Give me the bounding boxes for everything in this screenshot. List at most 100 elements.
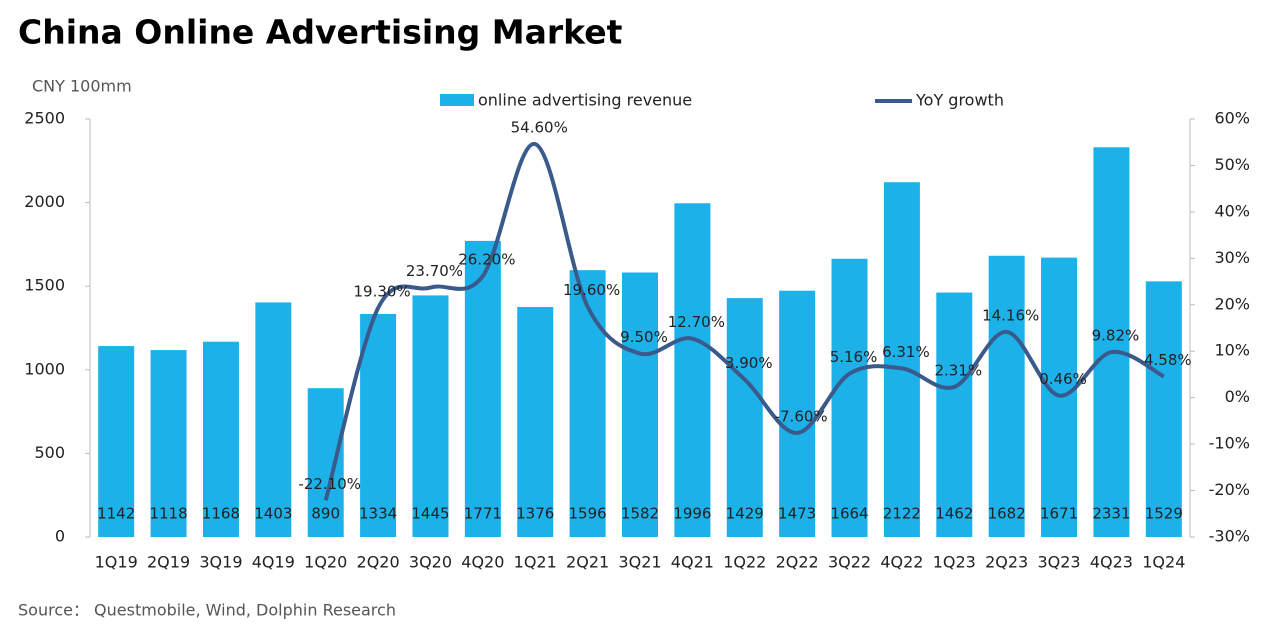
line-value-label: 9.50% <box>620 328 668 346</box>
bar-value-label: 1118 <box>149 505 187 523</box>
legend-swatch-bar <box>440 94 474 106</box>
bar-value-label: 1376 <box>516 505 554 523</box>
bar <box>464 240 501 537</box>
bar <box>1093 147 1130 537</box>
bar <box>726 298 763 537</box>
x-tick-label: 4Q21 <box>671 553 714 572</box>
line-value-label: 2.31% <box>934 361 982 379</box>
line-value-label: 12.70% <box>668 313 725 331</box>
bar-value-label: 1671 <box>1040 505 1078 523</box>
y2-tick-label: 10% <box>1214 341 1250 360</box>
bar-value-label: 1445 <box>411 505 449 523</box>
y-tick-label: 2500 <box>24 109 65 128</box>
line <box>323 142 1165 501</box>
bar <box>1145 281 1182 537</box>
y2-tick-label: 0% <box>1225 387 1250 406</box>
legend-label: YoY growth <box>915 91 1004 110</box>
line-value-label: 14.16% <box>982 306 1039 324</box>
chart-title: China Online Advertising Market <box>18 13 623 52</box>
bar-value-label: 1403 <box>254 505 292 523</box>
bar <box>988 255 1025 538</box>
bar-value-label: 1142 <box>97 505 135 523</box>
bar <box>936 292 973 537</box>
x-tick-label: 1Q23 <box>933 553 976 572</box>
x-tick-label: 1Q24 <box>1142 553 1185 572</box>
y2-tick-label: 30% <box>1214 248 1250 267</box>
x-tick-label: 3Q22 <box>828 553 871 572</box>
x-tick-label: 2Q22 <box>776 553 819 572</box>
line-value-label: 6.31% <box>882 343 930 361</box>
line-value-label: 9.82% <box>1092 327 1140 345</box>
bar <box>569 270 606 537</box>
bar-value-label: 1473 <box>778 505 816 523</box>
bar-value-label: 1771 <box>464 505 502 523</box>
x-tick-label: 1Q21 <box>514 553 557 572</box>
line-value-label: 23.70% <box>406 262 463 280</box>
line-value-label: 4.58% <box>1144 351 1192 369</box>
y-tick-label: 1000 <box>24 359 65 378</box>
bar <box>202 341 239 537</box>
bar <box>517 306 554 537</box>
source: Source： Questmobile, Wind, Dolphin Resea… <box>18 601 396 620</box>
y-tick-label: 1500 <box>24 276 65 295</box>
x-tick-label: 2Q19 <box>147 553 190 572</box>
bar-value-label: 1996 <box>673 505 711 523</box>
x-tick-label: 3Q20 <box>409 553 452 572</box>
x-tick-label: 4Q22 <box>880 553 923 572</box>
y-tick-label: 2000 <box>24 192 65 211</box>
line-value-label: 54.60% <box>511 119 568 137</box>
bar-value-label: 1334 <box>359 505 397 523</box>
y2-tick-label: 40% <box>1214 201 1250 220</box>
legend-label: online advertising revenue <box>478 91 692 110</box>
y2-tick-label: 20% <box>1214 294 1250 313</box>
bar-value-label: 1682 <box>988 505 1026 523</box>
bar-value-label: 1596 <box>569 505 607 523</box>
bar <box>255 302 292 537</box>
bar <box>360 313 397 537</box>
x-tick-label: 1Q20 <box>304 553 347 572</box>
line-value-label: -7.60% <box>775 407 828 425</box>
y-tick-label: 0 <box>55 527 65 546</box>
bar <box>831 258 868 537</box>
x-tick-label: 2Q23 <box>985 553 1028 572</box>
line-value-label: 5.16% <box>830 348 878 366</box>
x-tick-label: 3Q23 <box>1037 553 1080 572</box>
bar-value-label: 2122 <box>883 505 921 523</box>
line-value-label: -22.10% <box>298 475 361 493</box>
bar <box>622 272 658 537</box>
line-value-label: 3.90% <box>725 354 773 372</box>
x-tick-label: 2Q21 <box>566 553 609 572</box>
bar-value-label: 1582 <box>621 505 659 523</box>
x-tick-label: 1Q19 <box>95 553 138 572</box>
line-value-label: 19.60% <box>563 281 620 299</box>
x-tick-label: 1Q22 <box>723 553 766 572</box>
x-tick-label: 3Q21 <box>618 553 661 572</box>
bar-value-label: 1168 <box>202 505 240 523</box>
y2-tick-label: 60% <box>1214 109 1250 128</box>
line-value-label: 26.20% <box>458 250 515 268</box>
bar <box>412 295 449 537</box>
line-value-label: 19.30% <box>353 283 410 301</box>
bar <box>779 290 816 537</box>
y-axis-label: CNY 100mm <box>32 77 132 96</box>
y2-tick-label: -20% <box>1209 480 1250 499</box>
x-tick-label: 3Q19 <box>199 553 242 572</box>
y2-tick-label: 50% <box>1214 155 1250 174</box>
x-tick-label: 2Q20 <box>357 553 400 572</box>
y-tick-label: 500 <box>34 443 65 462</box>
y2-tick-label: -30% <box>1209 527 1250 546</box>
bar <box>98 346 135 537</box>
y2-tick-label: -10% <box>1209 434 1250 453</box>
bar <box>150 350 187 537</box>
bar-value-label: 1664 <box>830 505 868 523</box>
bar-value-label: 890 <box>311 505 340 523</box>
bar <box>883 182 920 537</box>
line-value-label: 0.46% <box>1039 370 1087 388</box>
x-tick-label: 4Q20 <box>461 553 504 572</box>
bar-value-label: 2331 <box>1092 505 1130 523</box>
bar-value-label: 1529 <box>1145 505 1183 523</box>
bar-value-label: 1462 <box>935 505 973 523</box>
x-tick-label: 4Q23 <box>1090 553 1133 572</box>
bar <box>307 388 344 537</box>
